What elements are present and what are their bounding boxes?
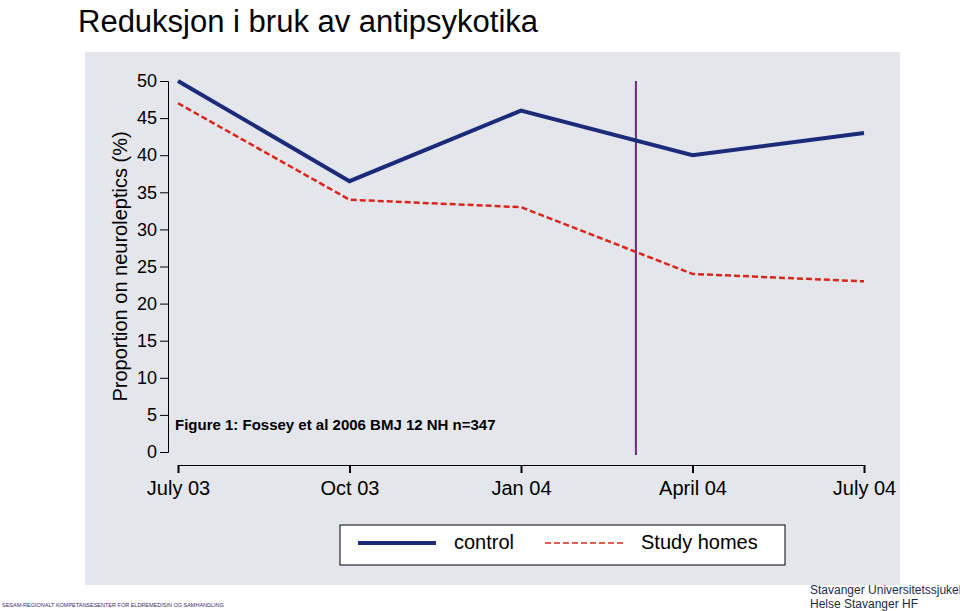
- annotation-bg: [171, 408, 562, 441]
- y-tick-label: 20: [137, 294, 157, 314]
- y-tick: 25: [137, 257, 168, 277]
- y-tick: 35: [137, 183, 168, 203]
- legend-box: [340, 525, 785, 565]
- y-tick: 50: [137, 71, 168, 91]
- footer-right: Helse Stavanger HF: [810, 597, 918, 611]
- y-tick-label: 0: [147, 442, 157, 462]
- y-tick: 30: [137, 220, 168, 240]
- y-tick: 0: [147, 442, 168, 462]
- y-tick: 45: [137, 108, 168, 128]
- x-tick: Jan 04: [491, 465, 551, 499]
- y-tick-label: 30: [137, 220, 157, 240]
- y-tick-mark: [160, 267, 168, 268]
- y-tick: 40: [137, 145, 168, 165]
- legend-swatch: [545, 542, 623, 544]
- y-tick: 15: [137, 331, 168, 351]
- x-tick-mark: [349, 465, 351, 473]
- annotation: Figure 1: Fossey et al 2006 BMJ 12 NH n=…: [175, 416, 496, 433]
- x-tick-label: July 04: [833, 477, 896, 499]
- x-tick: April 04: [659, 465, 727, 499]
- vertical-line: [635, 81, 637, 455]
- y-tick-label: 15: [137, 331, 157, 351]
- legend: control Study homes: [340, 525, 785, 565]
- background-panel: [85, 52, 900, 585]
- chart: Reduksjon i bruk av antipsykotika 0 5 10 15 2…: [0, 0, 960, 611]
- series-line: [178, 103, 864, 281]
- y-tick: 10: [137, 368, 168, 388]
- y-tick: 20: [137, 294, 168, 314]
- y-tick-mark: [160, 155, 168, 156]
- legend-swatch: [358, 541, 436, 545]
- y-tick-mark: [160, 192, 168, 193]
- y-axis-title: Proportion on neuroleptics (%): [109, 131, 131, 401]
- y-tick-label: 40: [137, 145, 157, 165]
- y-tick-label: 45: [137, 108, 157, 128]
- y-axis: 0 5 10 15 20 25 30 35 40 45 50: [137, 71, 169, 462]
- y-tick-mark: [160, 452, 168, 453]
- y-tick-label: 10: [137, 368, 157, 388]
- legend-label: control: [454, 531, 514, 553]
- y-tick-label: 35: [137, 183, 157, 203]
- legend-label: Study homes: [641, 531, 758, 553]
- footer-right: Stavanger Universitetssjukehus: [810, 583, 960, 597]
- y-axis-line: [160, 82, 169, 453]
- x-tick-mark: [521, 465, 523, 473]
- x-tick-mark: [178, 465, 180, 473]
- y-tick-label: 50: [137, 71, 157, 91]
- x-tick-label: Jan 04: [491, 477, 551, 499]
- y-tick-label: 5: [147, 405, 157, 425]
- x-axis: July 03 Oct 03 Jan 04 April 04 July 04: [147, 465, 896, 499]
- plot-area: [178, 81, 864, 455]
- series-line: [178, 81, 864, 181]
- y-tick-mark: [160, 378, 168, 379]
- y-tick-mark: [160, 81, 168, 82]
- footer-left: SESAM-REGIONALT KOMPETANSESENTER FOR ELD…: [2, 602, 224, 608]
- x-tick: Oct 03: [321, 465, 380, 499]
- x-tick: July 03: [147, 465, 210, 499]
- y-tick-mark: [160, 229, 168, 230]
- y-tick-mark: [160, 341, 168, 342]
- x-tick-label: July 03: [147, 477, 210, 499]
- x-tick-mark: [864, 465, 866, 473]
- x-axis-line: [179, 466, 865, 474]
- y-tick-mark: [160, 118, 168, 119]
- y-tick: 5: [147, 405, 168, 425]
- y-tick-label: 25: [137, 257, 157, 277]
- y-tick-mark: [160, 415, 168, 416]
- y-tick-mark: [160, 304, 168, 305]
- x-tick-label: April 04: [659, 477, 727, 499]
- x-tick: July 04: [833, 465, 896, 499]
- title: Reduksjon i bruk av antipsykotika: [78, 4, 539, 39]
- x-tick-label: Oct 03: [321, 477, 380, 499]
- x-tick-mark: [692, 465, 694, 473]
